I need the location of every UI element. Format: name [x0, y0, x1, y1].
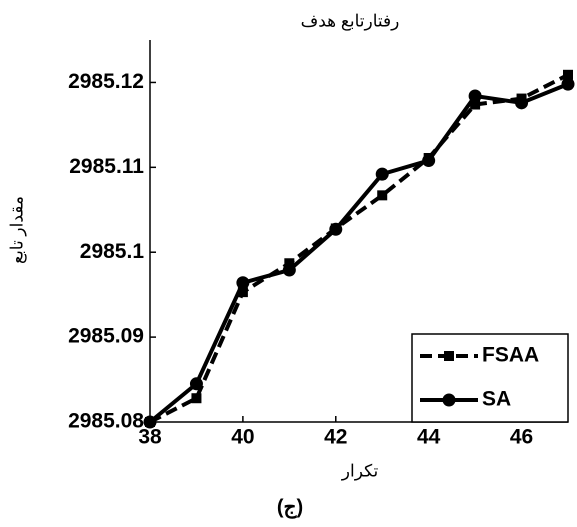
legend-label: FSAA: [482, 344, 539, 367]
marker-circle: [329, 222, 343, 236]
marker-circle: [468, 89, 482, 103]
marker-circle: [236, 276, 250, 290]
caption: (ج): [277, 496, 303, 519]
marker-circle: [282, 263, 296, 277]
marker-square: [191, 393, 202, 404]
legend-label: SA: [482, 388, 511, 411]
marker-square: [563, 69, 573, 80]
y-axis-label: مقدار تابع: [7, 196, 27, 264]
y-tick-label: 2985.09: [68, 325, 144, 348]
series-line: [149, 73, 569, 424]
y-tick-label: 2985.08: [68, 410, 144, 433]
y-tick-label: 2985.1: [80, 240, 145, 263]
marker-circle: [375, 167, 389, 181]
x-axis-label: تکرار: [341, 461, 379, 481]
marker-square: [284, 258, 295, 269]
x-tick-label: 40: [231, 426, 254, 449]
x-tick-label: 42: [324, 426, 347, 449]
chart-title: رفتارتابع هدف: [301, 11, 400, 31]
marker-circle: [189, 377, 203, 391]
marker-circle: [422, 154, 436, 168]
series-line: [148, 82, 569, 424]
marker-circle: [515, 96, 529, 110]
marker-square: [470, 99, 481, 110]
marker-square: [237, 287, 248, 298]
x-tick-label: 46: [510, 426, 533, 449]
marker-square: [377, 190, 388, 201]
marker-circle: [561, 77, 575, 91]
legend-marker: [444, 351, 454, 361]
legend-box: [411, 333, 569, 423]
y-tick-label: 2985.12: [68, 70, 144, 93]
legend-marker: [442, 393, 456, 407]
marker-circle: [143, 415, 157, 429]
y-tick-label: 2985.11: [69, 155, 144, 178]
x-tick-label: 44: [417, 426, 441, 449]
x-tick-label: 38: [138, 426, 162, 449]
